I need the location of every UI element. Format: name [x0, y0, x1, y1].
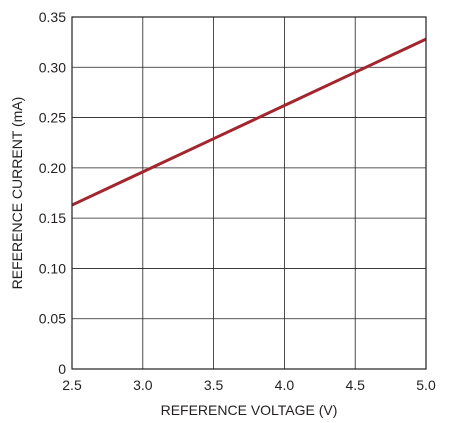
y-tick-label: 0.15	[39, 210, 66, 226]
series-line	[71, 37, 427, 207]
y-tick-label: 0.20	[39, 160, 66, 176]
grid	[72, 17, 426, 369]
y-tick-label: 0	[58, 361, 66, 377]
x-tick-label: 3.0	[133, 377, 153, 393]
plot-frame	[71, 16, 427, 370]
x-axis-title: REFERENCE VOLTAGE (V)	[161, 402, 338, 418]
y-tick-label: 0.30	[39, 59, 66, 75]
x-tick-label: 4.5	[345, 377, 365, 393]
x-tick-labels: 2.5 3.0 3.5 4.0 4.5 5.0	[62, 377, 436, 393]
y-tick-label: 0.35	[39, 9, 66, 25]
x-tick-label: 5.0	[416, 377, 436, 393]
y-tick-label: 0.10	[39, 260, 66, 276]
x-tick-label: 2.5	[62, 377, 82, 393]
y-tick-label: 0.25	[39, 110, 66, 126]
x-tick-label: 3.5	[204, 377, 224, 393]
y-tick-labels: 0 0.05 0.10 0.15 0.20 0.25 0.30 0.35	[39, 9, 66, 377]
y-axis-title: REFERENCE CURRENT (mA)	[9, 97, 25, 290]
x-tick-label: 4.0	[275, 377, 295, 393]
y-tick-label: 0.05	[39, 311, 66, 327]
series-layer	[71, 37, 427, 207]
